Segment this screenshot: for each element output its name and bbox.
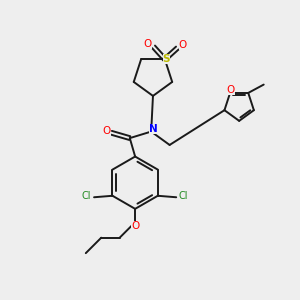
- Text: S: S: [163, 54, 170, 64]
- Text: O: O: [226, 85, 235, 95]
- Text: O: O: [143, 39, 152, 49]
- Text: O: O: [131, 221, 139, 231]
- Text: Cl: Cl: [82, 191, 92, 201]
- Text: Cl: Cl: [179, 191, 188, 201]
- Text: O: O: [178, 40, 187, 50]
- Text: O: O: [103, 126, 111, 136]
- Text: N: N: [148, 124, 157, 134]
